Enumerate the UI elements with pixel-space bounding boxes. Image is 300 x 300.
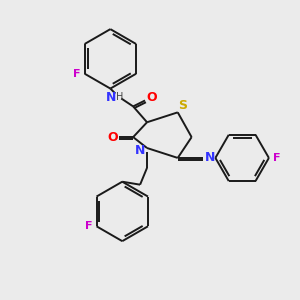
Text: N: N (205, 152, 216, 164)
Text: F: F (73, 69, 80, 79)
Text: O: O (107, 130, 118, 144)
Text: H: H (116, 92, 123, 103)
Text: N: N (106, 91, 116, 104)
Text: S: S (178, 99, 187, 112)
Text: F: F (85, 221, 92, 231)
Text: O: O (147, 91, 157, 104)
Text: F: F (273, 153, 280, 163)
Text: N: N (135, 145, 145, 158)
